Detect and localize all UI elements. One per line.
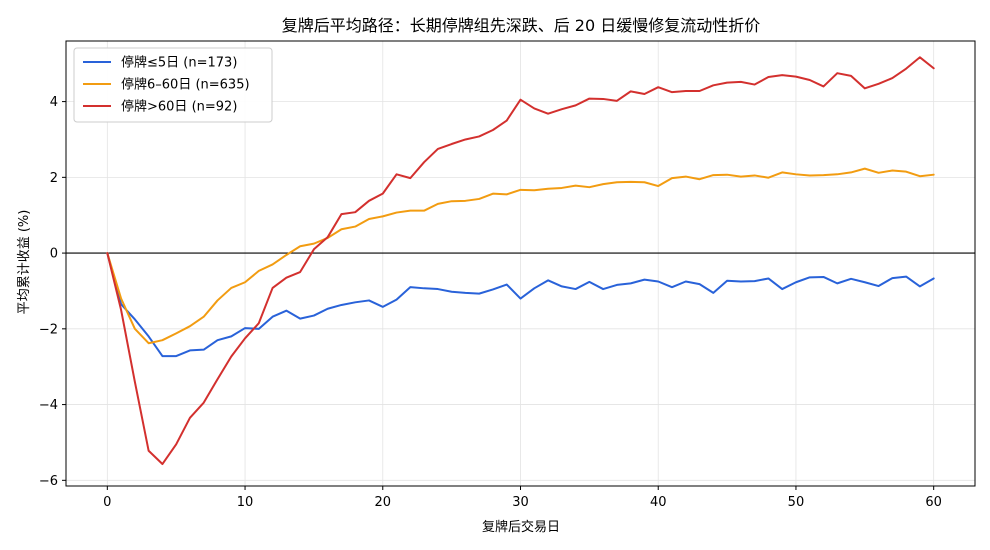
x-tick-label: 10	[237, 495, 254, 510]
y-tick-label: 2	[50, 171, 58, 186]
legend-box	[73, 47, 273, 123]
x-tick-label: 40	[650, 495, 667, 510]
series-lines	[106, 56, 935, 466]
tick-labels: 0 10 20 30 40 50 60 −6 −4 −2 0 2 4	[39, 95, 942, 510]
x-tick-label: 30	[512, 495, 529, 510]
series-line-2	[106, 167, 935, 345]
y-tick-label: −2	[39, 322, 58, 337]
y-axis-label: 平均累计收益 (%)	[17, 210, 32, 315]
series-line-1	[106, 252, 935, 358]
y-tick-label: 4	[50, 95, 58, 110]
y-tick-label: −4	[39, 398, 58, 413]
y-tick-label: 0	[50, 247, 58, 262]
legend-label-1: 停牌≤5日 (n=173)	[121, 55, 237, 71]
x-tick-label: 0	[103, 495, 111, 510]
series-line-3	[106, 56, 935, 466]
chart-title: 复牌后平均路径：长期停牌组先深跌、后 20 日缓慢修复流动性折价	[282, 16, 761, 35]
legend-label-2: 停牌6–60日 (n=635)	[121, 77, 250, 93]
y-tick-label: −6	[39, 474, 58, 489]
x-tick-label: 60	[925, 495, 942, 510]
x-tick-label: 20	[374, 495, 391, 510]
legend: 停牌≤5日 (n=173) 停牌6–60日 (n=635) 停牌>60日 (n=92…	[73, 47, 273, 123]
legend-label-3: 停牌>60日 (n=92)	[121, 99, 237, 115]
x-tick-label: 50	[788, 495, 805, 510]
x-axis-label: 复牌后交易日	[482, 519, 560, 535]
